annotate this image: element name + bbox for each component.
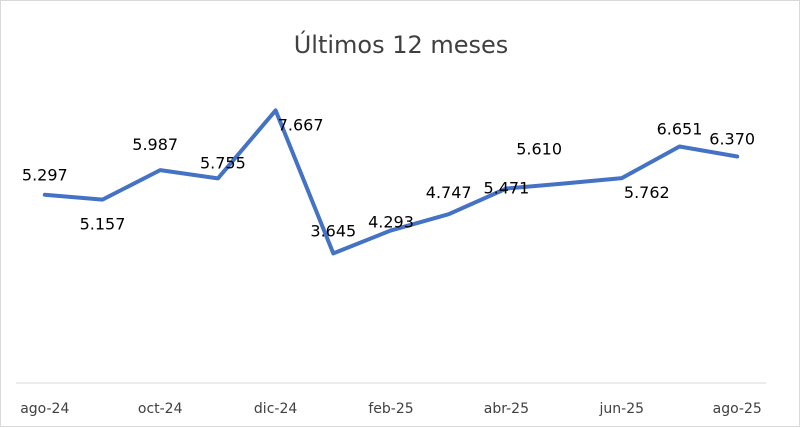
data-labels: 5.297 5.157 5.987 5.755 7.667 3.645 4.293 4.747… xyxy=(22,115,755,240)
x-tick-label: feb-25 xyxy=(368,401,413,417)
x-tick-label: ago-25 xyxy=(713,401,762,417)
data-label: 5.762 xyxy=(624,183,670,202)
x-tick-labels: ago-24 oct-24 dic-24 feb-25 abr-25 jun-25 ago-… xyxy=(20,401,762,417)
data-label: 6.651 xyxy=(657,120,703,139)
data-label: 5.610 xyxy=(516,140,562,159)
data-label: 5.987 xyxy=(132,135,178,154)
chart-title: Últimos 12 meses xyxy=(293,31,509,59)
series-line xyxy=(42,108,740,256)
x-tick-label: abr-25 xyxy=(484,401,529,417)
data-label: 4.747 xyxy=(426,183,472,202)
x-tick-label: jun-25 xyxy=(599,401,645,417)
data-label: 5.471 xyxy=(483,179,529,198)
data-label: 6.370 xyxy=(709,130,755,149)
data-label: 5.157 xyxy=(80,215,126,234)
data-label: 7.667 xyxy=(278,115,324,134)
x-tick-label: ago-24 xyxy=(20,401,69,417)
data-label: 3.645 xyxy=(310,221,356,240)
data-label: 4.293 xyxy=(368,212,414,231)
x-tick-label: dic-24 xyxy=(254,401,297,417)
x-tick-label: oct-24 xyxy=(138,401,183,417)
data-label: 5.755 xyxy=(200,153,246,172)
data-label: 5.297 xyxy=(22,166,68,185)
